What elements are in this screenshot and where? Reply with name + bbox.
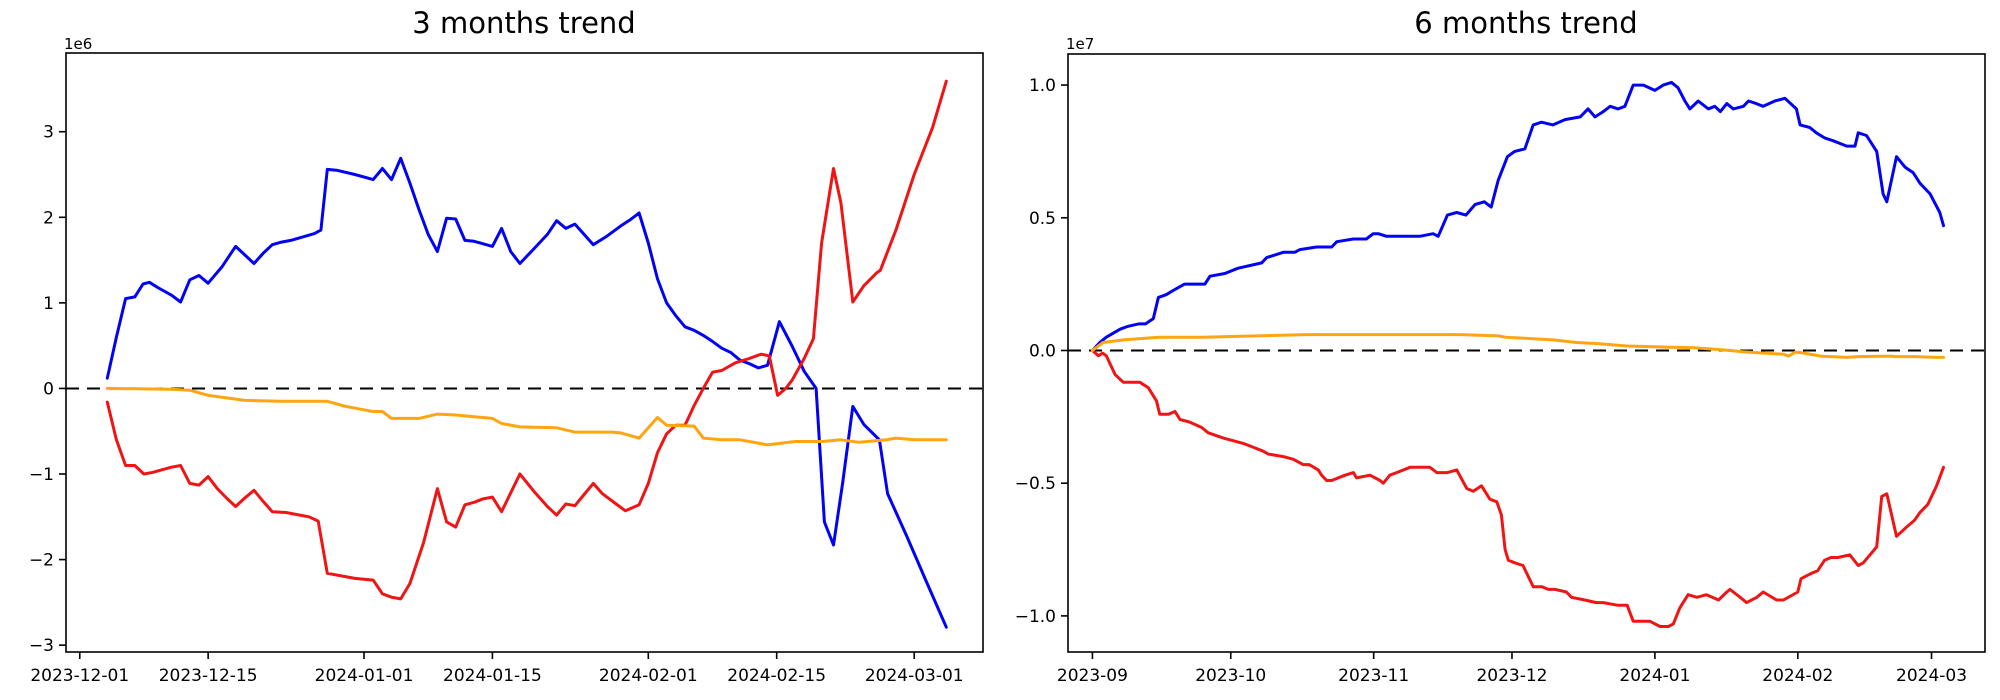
x-tick-label: 2024-03-01 [865,666,964,686]
chart-title: 3 months trend [412,6,635,40]
y-tick-label: 0 [43,379,54,399]
x-tick-label: 2023-11 [1338,666,1409,686]
chart-title: 6 months trend [1414,6,1637,40]
series-blue-line [1090,80,1945,352]
y-tick-label: 2 [43,208,54,228]
x-tick-label: 2024-03 [1896,666,1967,686]
x-tick-label: 2023-09 [1057,666,1128,686]
x-tick-label: 2024-02-15 [727,666,826,686]
series-orange-line [1090,333,1945,359]
chart-3-months: 3 months trend 1e6 2023-12-01 2023-12-15 2… [29,6,984,686]
series-blue-line [105,156,948,629]
y-tick-label: −3 [29,636,54,656]
y-tick-label: 1 [43,294,54,314]
x-tick-label: 2024-01 [1619,666,1690,686]
x-tick-label: 2023-12 [1476,666,1547,686]
series-orange-line [105,386,948,447]
x-tick-label: 2023-12-15 [159,666,258,686]
series-red-line [105,79,948,601]
y-tick-label: 1.0 [1029,76,1056,96]
y-axis-offset-label: 1e7 [1066,35,1094,53]
x-tick-label: 2024-02 [1762,666,1833,686]
series-red-line [1090,349,1945,628]
y-tick-label: −2 [29,551,54,571]
y-tick-label: −1.0 [1015,607,1056,627]
x-tick-label: 2024-01-15 [443,666,542,686]
x-tick-label: 2024-02-01 [599,666,698,686]
axes-spines [1067,53,1986,653]
plot-area: 2023-12-01 2023-12-15 2024-01-01 2024-01-15… [29,52,984,686]
axes-spines [65,52,984,653]
y-tick-label: 3 [43,123,54,143]
x-tick-label: 2024-01-01 [315,666,414,686]
y-tick-label: 0.5 [1029,209,1056,229]
y-tick-label: 0.0 [1029,341,1056,361]
x-tick-label: 2023-10 [1195,666,1266,686]
chart-6-months: 6 months trend 1e7 2023-09 2023-10 2023-11… [1015,6,1986,686]
plot-area: 2023-09 2023-10 2023-11 2023-12 2024-01 2024-… [1015,53,1986,686]
y-tick-label: −0.5 [1015,474,1056,494]
x-tick-label: 2023-12-01 [30,666,129,686]
y-tick-label: −1 [29,465,54,485]
y-axis-offset-label: 1e6 [64,35,92,53]
